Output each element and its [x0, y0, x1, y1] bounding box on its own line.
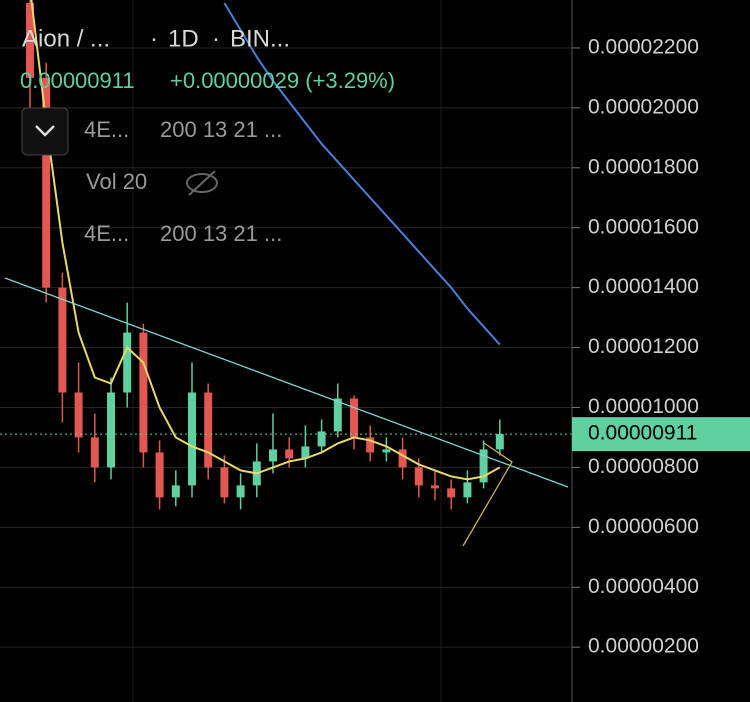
indicator-name[interactable]: 4E... [84, 221, 129, 246]
collapse-button[interactable] [21, 107, 69, 156]
candle-body [90, 437, 99, 468]
candle-body [414, 467, 423, 486]
candle-body [123, 332, 132, 393]
candle-body [220, 467, 229, 498]
candle-body [479, 449, 488, 483]
chevron-icon [35, 125, 55, 137]
y-tick-label: 0.00000400 [588, 575, 699, 598]
candle-body [155, 452, 164, 498]
candle-body [236, 485, 245, 498]
hidden-icon[interactable] [186, 170, 218, 196]
y-tick-label: 0.00001200 [588, 335, 699, 358]
interval: 1D [168, 25, 199, 52]
candle-body [58, 287, 67, 393]
moving-average [223, 2, 501, 346]
last-price-tag [572, 417, 750, 452]
indicator-name[interactable]: Vol 20 [86, 169, 147, 194]
candle-body [382, 449, 391, 453]
candle-body [447, 488, 456, 498]
candle-body [74, 392, 83, 438]
candle-body [139, 332, 148, 453]
separator: · [150, 25, 158, 52]
indicator-params: 200 13 21 ... [160, 221, 282, 246]
candle-body [285, 449, 294, 459]
indicator-name[interactable]: 4E... [84, 117, 129, 142]
triangle-drawing [462, 442, 513, 547]
candle-body [495, 434, 504, 450]
y-tick-label: 0.00001600 [588, 215, 699, 238]
candle-body [171, 485, 180, 498]
y-tick-label: 0.00002200 [588, 35, 699, 58]
candle-body [204, 392, 213, 468]
y-tick-label: 0.00000600 [588, 515, 699, 538]
candle-body [42, 77, 51, 288]
candle-body [107, 392, 115, 468]
candle-body [188, 392, 196, 486]
y-tick-label: 0.00001000 [588, 395, 699, 418]
y-tick-label: 0.00002000 [588, 95, 699, 118]
candle-body [398, 449, 407, 468]
trendline [4, 277, 569, 488]
exchange: BIN... [230, 25, 290, 52]
price-change: +0.00000029 (+3.29%) [170, 68, 395, 93]
symbol: Aion / ... [22, 25, 110, 52]
y-tick-label: 0.00001800 [588, 155, 699, 178]
candle-body [366, 437, 375, 453]
candle-body [333, 398, 342, 432]
candle-body [317, 431, 326, 447]
y-tick-label: 0.00001400 [588, 275, 699, 298]
y-tick-label: 0.00000800 [588, 455, 699, 478]
moving-average [30, 0, 501, 481]
candle-body [269, 449, 277, 462]
last-price: 0.00000911 [20, 68, 135, 93]
candle-body [431, 485, 439, 489]
candle-body [463, 482, 472, 498]
last-price-label: 0.00000911 [588, 422, 697, 445]
indicator-params: 200 13 21 ... [160, 117, 282, 142]
separator: · [212, 25, 220, 52]
y-tick-label: 0.00000200 [588, 635, 699, 658]
candle-body [301, 446, 310, 459]
candle-body [350, 398, 358, 438]
candle-body [26, 2, 34, 78]
